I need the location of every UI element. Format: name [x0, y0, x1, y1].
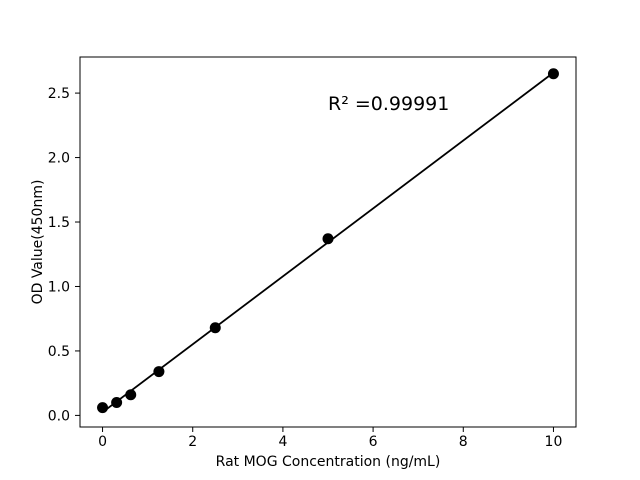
x-tick-label: 4 — [278, 434, 287, 450]
y-tick-label: 2.5 — [48, 86, 70, 102]
data-point — [97, 402, 109, 414]
x-tick-label: 2 — [188, 434, 197, 450]
data-point — [322, 233, 334, 245]
plot-frame — [79, 56, 577, 428]
data-point — [209, 322, 221, 334]
y-axis-label: OD Value(450nm) — [30, 179, 46, 305]
x-tick-label: 6 — [369, 434, 378, 450]
x-tick-label: 0 — [98, 434, 107, 450]
y-tick-label: 0.0 — [48, 408, 70, 424]
data-point — [111, 397, 123, 409]
y-tick-label: 1.5 — [48, 215, 70, 231]
y-tick-label: 0.5 — [48, 344, 70, 360]
data-point — [125, 389, 137, 401]
data-point — [153, 366, 165, 378]
x-tick-label: 10 — [545, 434, 563, 450]
y-tick-label: 1.0 — [48, 279, 70, 295]
x-axis-label: Rat MOG Concentration (ng/mL) — [215, 454, 441, 470]
r-squared-annotation: R² =0.99991 — [328, 93, 450, 115]
y-tick-label: 2.0 — [48, 151, 70, 167]
data-point — [547, 68, 559, 80]
x-tick-label: 8 — [459, 434, 468, 450]
